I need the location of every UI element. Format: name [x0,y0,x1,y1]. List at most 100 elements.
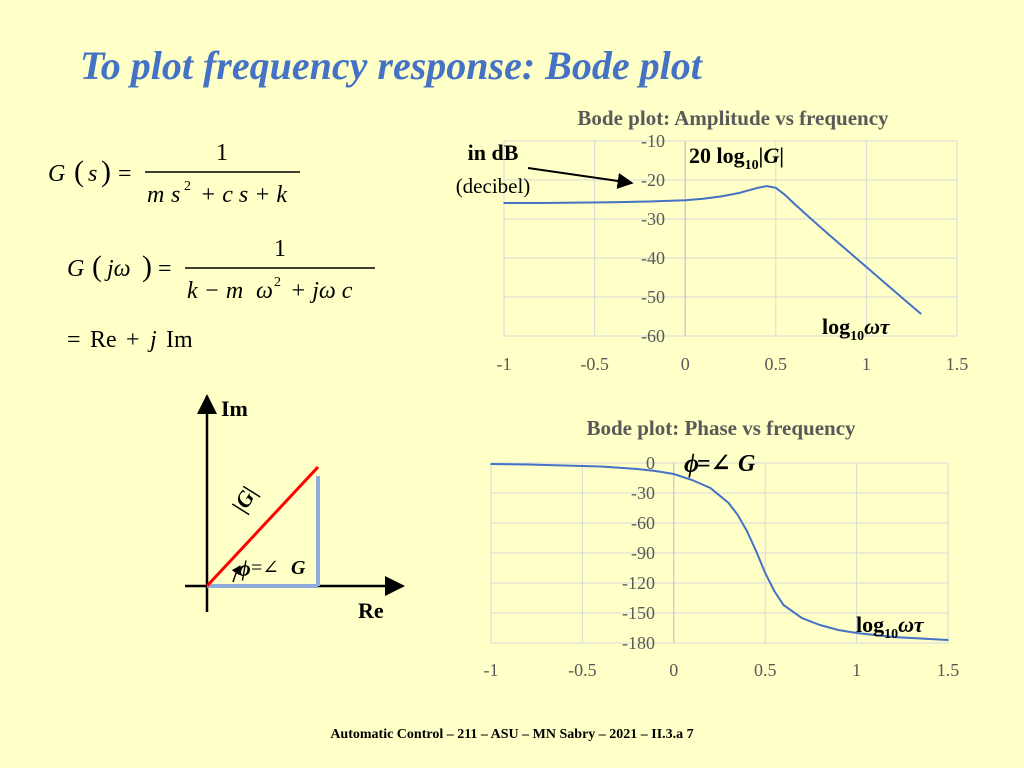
data-point [773,590,776,592]
data-point [947,639,949,641]
y-tick-label: -20 [641,170,665,190]
slide-footer: Automatic Control – 211 – ASU – MN Sabry… [330,727,694,742]
data-point [611,201,614,204]
phase-chart: Bode plot: Phase vs frequency 0 -30 -60 -90… [484,416,960,680]
data-point [793,202,795,205]
phase-angle-arc [231,565,241,583]
y-tick-label: -40 [641,248,665,268]
phasor-phase-equals-angle: =∠ [251,557,279,579]
amplitude-chart: Bode plot: Amplitude vs frequency -10 -20… [497,106,969,374]
chart-annotations: in dB (decibel) 20 log10|G| log10ωτ log1… [456,140,925,642]
eq2-paren-open: ( [92,250,102,283]
slide-title: To plot frequency response: Bode plot [80,43,702,88]
data-point [648,200,650,203]
eq2-den-square: 2 [274,275,281,290]
data-point [709,487,712,489]
eq2-equals: = [158,256,172,282]
data-point [855,632,858,634]
data-point [575,201,578,204]
phasor-vector [205,465,320,588]
im-axis-label: Im [221,396,248,421]
eq2-den-b: + jω c [290,278,353,304]
x-tick-label: -0.5 [580,354,609,374]
data-point [636,468,639,470]
data-point [673,473,675,475]
amplitude-tick-labels: -10 -20 -30 -40 -50 -60 -1 -0.5 0 0.5 1 1.5 [497,131,969,374]
y-tick-label: -150 [622,603,655,623]
phasor-phase-phi: ϕ [238,556,251,581]
y-tick-label: 0 [646,453,655,473]
eq2-lhs-arg: jω [104,256,131,282]
db-sublabel: (decibel) [456,174,531,198]
x-tick-label: 0.5 [754,660,777,680]
data-point [746,530,748,532]
data-point [901,297,904,299]
amplitude-data-points [503,185,922,315]
eq1-den-s: s [171,182,180,208]
amplitude-gridlines [503,140,958,337]
frequency-response-equation: G ( jω ) = 1 k − m ω 2 + jω c [67,236,375,304]
data-point [539,202,542,204]
data-point [784,194,786,196]
eq1-paren-close: ) [101,155,111,188]
phase-data-points [490,463,949,641]
data-point [765,185,768,188]
data-point [764,572,766,574]
eq2-lhs-fn: G [67,256,84,282]
y-tick-label: -60 [641,326,665,346]
eq2-den-a: k − m [187,278,243,304]
data-point [819,624,821,626]
data-point [756,187,759,189]
eq1-equals: = [118,161,132,187]
x-tick-label: 1.5 [946,354,969,374]
phasor-diagram: Im Re |G| ϕ =∠ G [185,394,405,623]
data-point [892,636,894,638]
x-tick-label: 1.5 [937,660,960,680]
data-point [720,195,723,198]
transfer-function-equation: G ( s ) = 1 m s 2 + c s + k [48,140,300,208]
x-tick-label: 1 [862,354,871,374]
data-point [599,465,602,468]
eq1-lhs-arg: s [88,161,97,187]
x-tick-label: 0 [669,660,678,680]
data-point [800,617,803,619]
data-point [782,604,785,606]
eq1-den-square: 2 [184,179,191,194]
phase-gridlines [490,462,949,644]
eq3-equals: = [67,327,81,353]
x-tick-label: -0.5 [568,660,597,680]
data-point [736,514,739,516]
db-arrow [527,167,634,189]
phase-series-line [490,463,949,641]
phase-phi-label: ϕ [684,449,699,478]
re-axis-label: Re [358,598,384,623]
data-point [829,234,831,237]
eq2-den-omega: ω [256,278,273,304]
eq1-den-m: m [147,182,164,208]
y-tick-label: -30 [641,209,665,229]
eq2-numerator: 1 [274,236,286,262]
y-tick-label: -60 [631,513,655,533]
data-point [490,463,492,465]
x-tick-label: 0.5 [765,354,788,374]
data-point [775,187,777,189]
x-tick-label: 0 [681,354,690,374]
phase-x-log-label: log10ωτ [856,612,925,642]
amplitude-chart-title: Bode plot: Amplitude vs frequency [577,106,889,130]
data-point [526,463,529,466]
phase-equals-angle-label: =∠ [697,451,731,477]
data-point [738,192,741,194]
amplitude-series-line [504,185,922,315]
phasor-phase-g: G [291,557,306,579]
phase-g-label: G [738,451,756,477]
amplitude-x-log-label: log10ωτ [822,314,891,344]
data-point [563,464,565,467]
eq2-paren-close: ) [142,250,152,283]
x-tick-label: -1 [484,660,499,680]
data-point [654,470,657,472]
data-point [883,281,886,284]
y-tick-label: -10 [641,131,665,151]
data-point [702,197,705,200]
eq1-numerator: 1 [216,140,228,166]
data-point [919,312,922,315]
